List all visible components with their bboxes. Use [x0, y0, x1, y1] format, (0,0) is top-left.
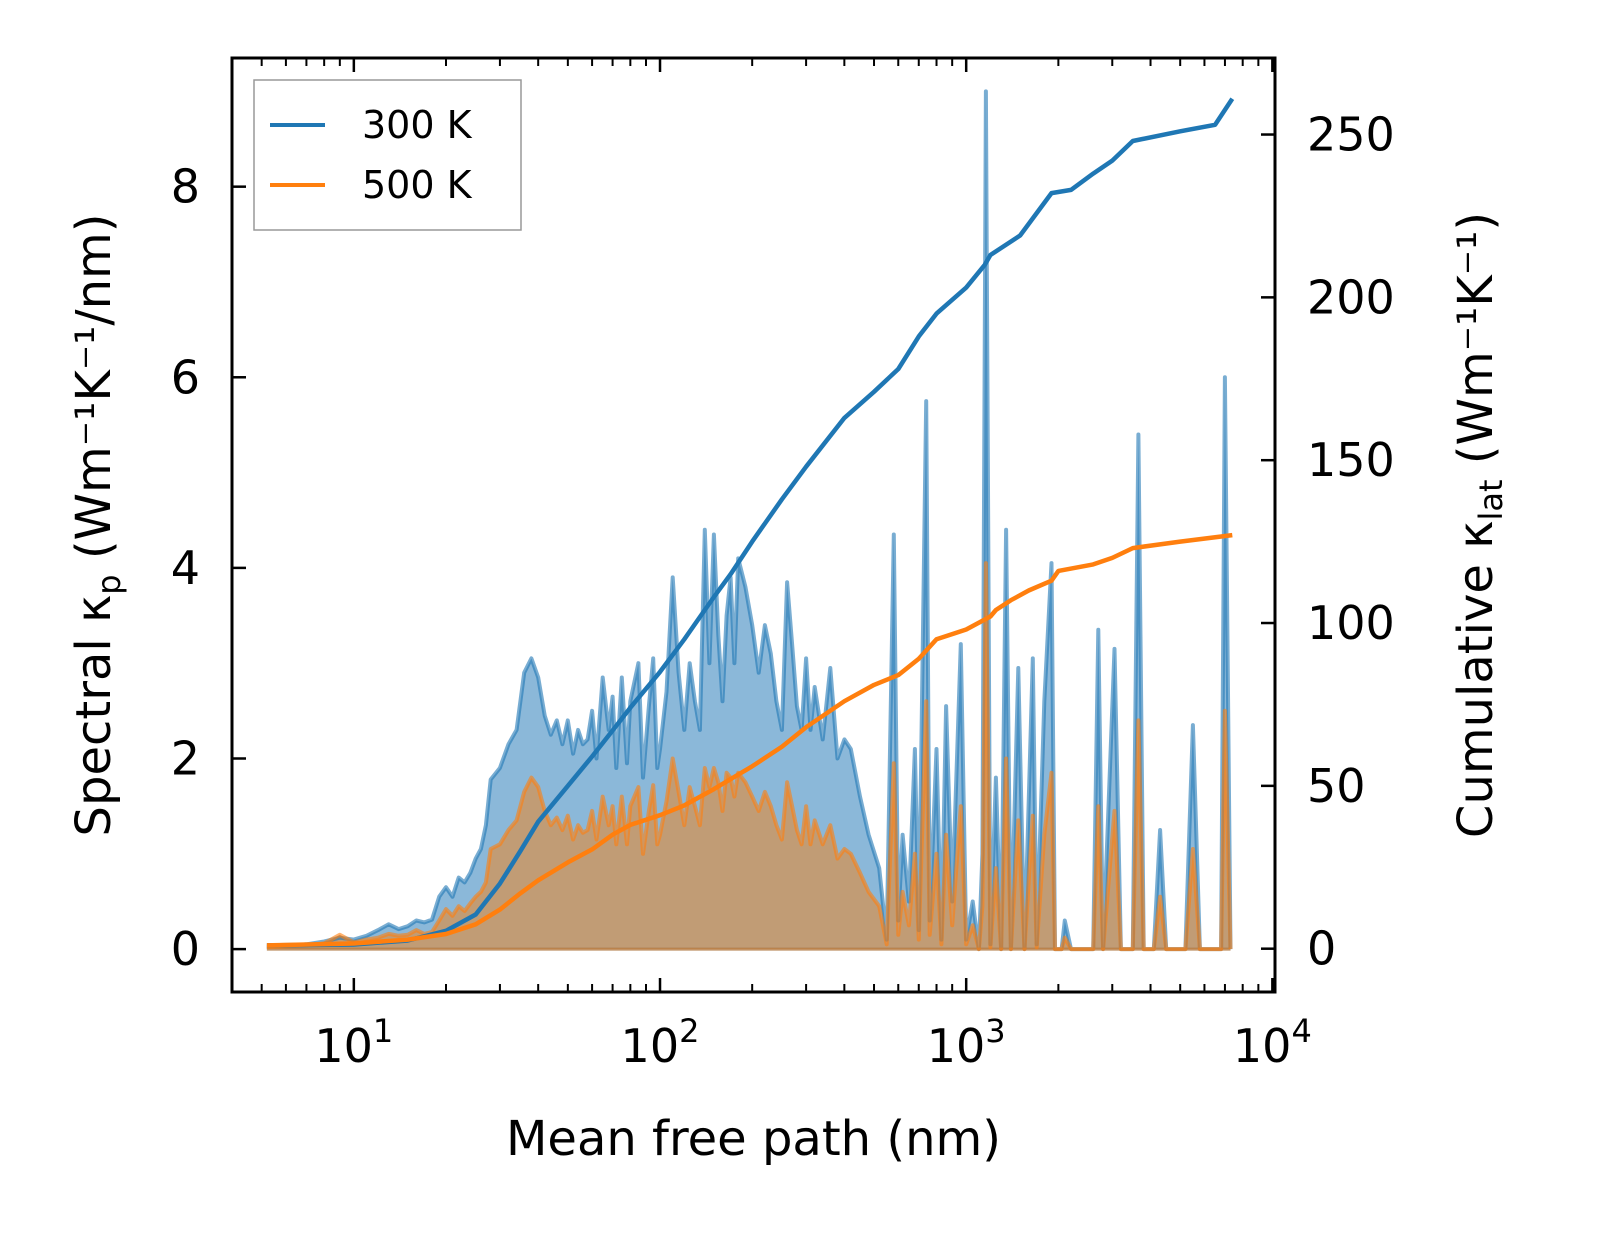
- y-right-tick-label: 150: [1307, 433, 1395, 487]
- y-right-tick-label: 200: [1307, 270, 1395, 324]
- y-right-tick-label: 250: [1307, 108, 1395, 162]
- legend-label-300k: 300 K: [362, 103, 473, 147]
- y-left-tick-label: 4: [171, 541, 200, 595]
- spectral-area-500k: [266, 563, 1231, 950]
- y-left-tick-label: 8: [171, 160, 200, 214]
- x-tick-label: 104: [1233, 1012, 1312, 1073]
- plot-frame: [230, 56, 1277, 994]
- y-right-tick-label: 50: [1307, 759, 1366, 813]
- y-left-tick-label: 0: [171, 922, 200, 976]
- legend-label-500k: 500 K: [362, 163, 473, 207]
- y-left-tick-label: 2: [171, 732, 200, 786]
- spectral-line-300k: [266, 89, 1233, 952]
- x-axis-label: Mean free path (nm): [506, 1111, 1001, 1167]
- y-right-tick-label: 100: [1307, 596, 1395, 650]
- y-axis-left-label: Spectral κp (Wm⁻¹K⁻¹/nm): [66, 214, 128, 837]
- axis-ticks: 101 102 103 104 0 2 4 6 8 0 50 100 150 200 250: [171, 58, 1395, 1073]
- y-axis-right-label: Cumulative κlat (Wm⁻¹K⁻¹): [1448, 212, 1510, 838]
- legend: 300 K 500 K: [253, 79, 522, 231]
- x-tick-label: 103: [927, 1012, 1006, 1073]
- x-tick-label: 102: [621, 1012, 700, 1073]
- y-right-tick-label: 0: [1307, 922, 1336, 976]
- x-tick-label: 101: [314, 1012, 393, 1073]
- spectral-line-500k: [266, 561, 1233, 952]
- spectral-lines: [266, 89, 1233, 952]
- legend-box: [253, 79, 522, 231]
- cumulative-line-300k: [266, 97, 1235, 948]
- cumulative-line-500k: [266, 532, 1233, 948]
- y-left-tick-label: 6: [171, 350, 200, 404]
- cumulative-lines: [266, 97, 1235, 948]
